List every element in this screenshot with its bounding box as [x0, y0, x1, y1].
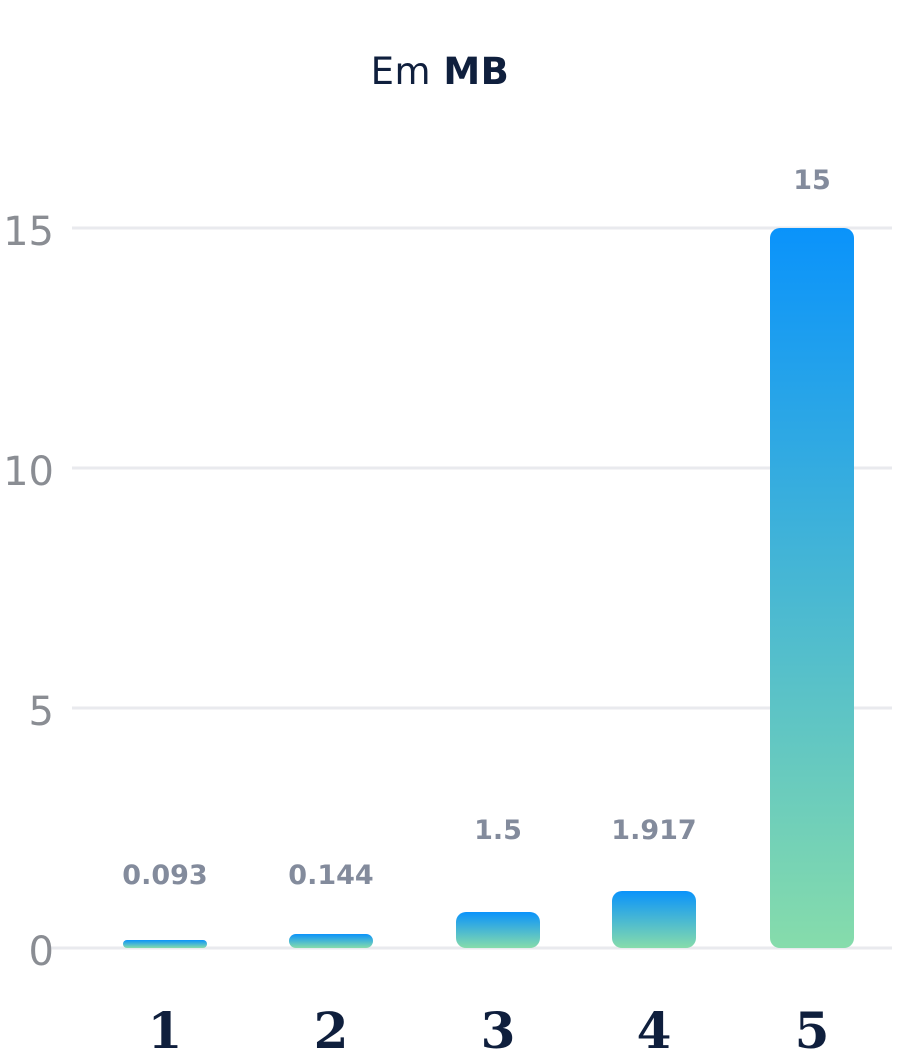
data-label: 1.5 — [474, 815, 522, 846]
x-tick-label: 2 — [314, 1001, 349, 1060]
data-label: 0.093 — [122, 860, 207, 891]
grid-lines — [48, 226, 892, 950]
y-tick-label: 15 — [3, 209, 54, 255]
chart-title: Em MB — [0, 50, 880, 93]
bar-3 — [456, 912, 540, 948]
x-tick-label: 4 — [637, 1001, 672, 1060]
data-label: 0.144 — [288, 860, 373, 891]
bar-1 — [123, 940, 207, 948]
x-tick-label: 5 — [795, 1001, 830, 1060]
y-tick-label: 0 — [29, 929, 54, 975]
bar-2 — [289, 934, 373, 948]
bar-5 — [770, 228, 854, 948]
data-label: 15 — [793, 165, 831, 196]
bar-4 — [612, 891, 696, 948]
bars — [123, 228, 854, 948]
x-axis-ticks: 1 2 3 4 5 — [148, 1001, 830, 1060]
y-tick-label: 10 — [3, 449, 54, 495]
chart-title-unit: MB — [443, 50, 510, 93]
y-tick-label: 5 — [29, 689, 54, 735]
chart-title-prefix: Em — [370, 50, 432, 93]
x-tick-label: 3 — [481, 1001, 516, 1060]
data-labels: 0.093 0.144 1.5 1.917 15 — [122, 165, 830, 891]
y-axis-ticks: 0 5 10 15 — [3, 209, 54, 975]
x-tick-label: 1 — [148, 1001, 183, 1060]
data-label: 1.917 — [611, 815, 696, 846]
